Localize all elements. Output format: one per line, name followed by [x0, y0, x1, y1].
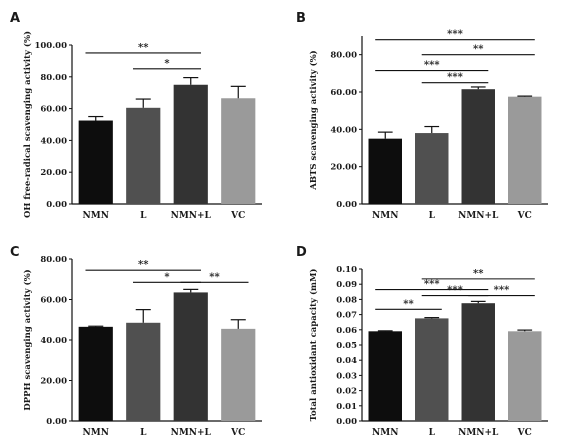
- y-tick-label: 20.00: [330, 163, 357, 173]
- significance-label: ***: [424, 279, 440, 290]
- y-tick-label: 100.00: [34, 41, 67, 51]
- x-tick-label: NMN: [83, 428, 109, 438]
- y-tick-label: 0.08: [336, 295, 357, 305]
- x-tick-label: VC: [517, 211, 532, 221]
- significance-label: ***: [424, 60, 440, 71]
- y-tick-label: 0.06: [336, 326, 357, 336]
- y-tick-label: 0.02: [336, 387, 357, 397]
- bar-l: [126, 322, 161, 421]
- panel-letter: B: [296, 11, 306, 26]
- y-tick-label: 0.01: [336, 402, 357, 412]
- x-tick-label: L: [429, 428, 436, 438]
- x-tick-label: NMN+L: [458, 428, 499, 438]
- significance-label: **: [138, 260, 149, 271]
- significance-label: ***: [494, 285, 510, 296]
- panel-c: C 0.00 20.00 40.00 60.00 80.00 DPPH scavenging…: [10, 245, 262, 438]
- panel-letter: C: [10, 245, 20, 260]
- y-tick-label: 80.00: [40, 255, 67, 265]
- bar-l: [126, 107, 161, 204]
- x-tick-label: NMN+L: [171, 211, 212, 221]
- y-tick-label: 0.00: [336, 200, 357, 210]
- bar-nmn-plus-l: [173, 84, 208, 204]
- bar-nmn: [368, 331, 402, 421]
- bar-nmn-plus-l: [461, 89, 495, 204]
- y-axis-label: Total antioxidant capacity (mM): [308, 269, 319, 422]
- bar-l: [415, 318, 449, 421]
- panel-d: D 0.00 0.01 0.02 0.03 0.04 0.05 0.06 0.07 0.08 0.0…: [296, 245, 548, 438]
- y-tick-label: 0.05: [336, 341, 357, 351]
- bar-nmn: [78, 326, 113, 421]
- significance-label: ***: [447, 72, 463, 83]
- significance-label: *: [164, 58, 170, 69]
- significance-label: **: [473, 268, 484, 279]
- y-tick-label: 60.00: [40, 296, 67, 306]
- bar-vc: [508, 96, 542, 204]
- y-tick-label: 60.00: [330, 88, 357, 98]
- bar-vc: [508, 331, 542, 421]
- x-tick-label: NMN+L: [458, 211, 499, 221]
- significance-label: **: [473, 44, 484, 55]
- significance-label: **: [138, 42, 149, 53]
- significance-label: ***: [447, 285, 463, 296]
- bar-nmn: [78, 120, 113, 204]
- x-tick-label: L: [429, 211, 436, 221]
- y-tick-label: 40.00: [40, 336, 67, 346]
- y-tick-label: 80.00: [330, 51, 357, 61]
- bar-nmn: [368, 138, 402, 204]
- x-tick-label: VC: [230, 428, 245, 438]
- significance-label: **: [403, 299, 414, 310]
- y-axis-label: ABTS scavenging activity (%): [308, 50, 319, 190]
- panel-letter: D: [296, 245, 307, 260]
- significance-label: *: [164, 272, 170, 283]
- y-tick-label: 40.00: [40, 136, 67, 146]
- y-tick-label: 80.00: [40, 73, 67, 83]
- y-tick-label: 0.00: [46, 417, 67, 427]
- x-tick-label: NMN: [372, 428, 398, 438]
- y-tick-label: 0.00: [336, 417, 357, 427]
- bar-vc: [221, 98, 256, 204]
- y-tick-label: 0.07: [336, 311, 357, 321]
- x-tick-label: NMN: [372, 211, 398, 221]
- y-tick-label: 60.00: [40, 105, 67, 115]
- y-tick-label: 20.00: [40, 168, 67, 178]
- x-tick-label: L: [140, 428, 147, 438]
- significance-label: **: [209, 272, 220, 283]
- y-tick-label: 0.04: [336, 356, 357, 366]
- y-tick-label: 40.00: [330, 125, 357, 135]
- panel-letter: A: [10, 11, 20, 26]
- x-tick-label: L: [140, 211, 147, 221]
- y-tick-label: 0.09: [336, 280, 357, 290]
- y-tick-label: 20.00: [40, 377, 67, 387]
- x-tick-label: VC: [230, 211, 245, 221]
- bar-vc: [221, 328, 256, 421]
- x-tick-label: NMN: [83, 211, 109, 221]
- y-tick-label: 0.03: [336, 371, 357, 381]
- bar-nmn-plus-l: [461, 303, 495, 421]
- panel-b: B 0.00 20.00 40.00 60.00 80.00 ABTS scavenging…: [296, 11, 548, 221]
- y-tick-label: 0.00: [46, 200, 67, 210]
- significance-label: ***: [447, 29, 463, 40]
- x-tick-label: VC: [517, 428, 532, 438]
- x-tick-label: NMN+L: [171, 428, 212, 438]
- bar-nmn-plus-l: [173, 292, 208, 421]
- y-axis-label: OH free-radical scavenging activity (%): [22, 31, 33, 218]
- y-axis-label: DPPH scavenging activity (%): [22, 269, 33, 410]
- y-tick-label: 0.10: [336, 265, 357, 275]
- bar-l: [415, 133, 449, 204]
